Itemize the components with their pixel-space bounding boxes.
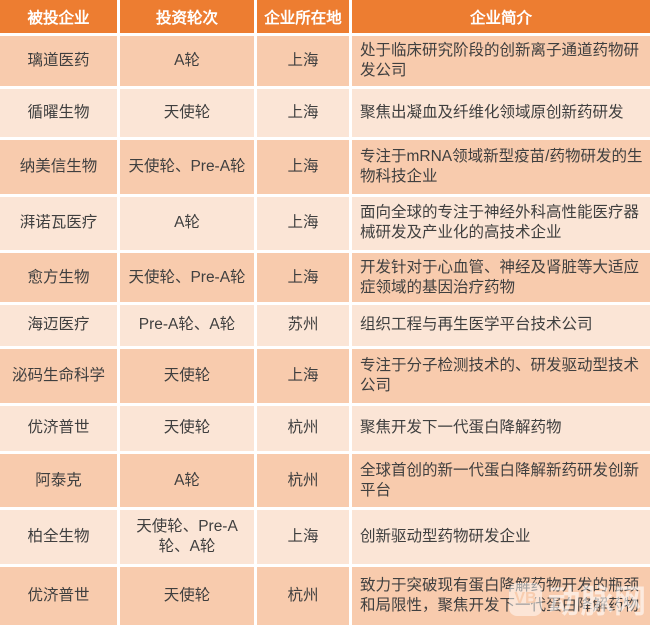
cell-location: 上海 bbox=[257, 196, 349, 251]
cell-company: 泌码生命科学 bbox=[0, 348, 117, 403]
cell-round: 天使轮 bbox=[120, 348, 254, 403]
table-row: 优济普世 天使轮 杭州 致力于突破现有蛋白降解药物开发的瓶颈和局限性，聚焦开发下一代蛋… bbox=[0, 566, 650, 625]
cell-profile: 全球首创的新一代蛋白降解新药研发创新平台 bbox=[352, 454, 650, 508]
cell-location: 上海 bbox=[257, 253, 349, 303]
cell-round: 天使轮、Pre-A轮 bbox=[120, 139, 254, 194]
cell-location: 杭州 bbox=[257, 405, 349, 452]
cell-round: 天使轮 bbox=[120, 89, 254, 137]
cell-company: 璃道医药 bbox=[0, 36, 117, 87]
cell-round: 天使轮、Pre-A轮、A轮 bbox=[120, 510, 254, 564]
header-row: 被投企业 投资轮次 企业所在地 企业简介 bbox=[0, 0, 650, 33]
table-header: 被投企业 投资轮次 企业所在地 企业简介 bbox=[0, 0, 650, 33]
column-header-company: 被投企业 bbox=[0, 0, 117, 33]
cell-round: 天使轮 bbox=[120, 566, 254, 625]
table-body: 璃道医药 A轮 上海 处于临床研究阶段的创新离子通道药物研发公司 循曜生物 天使轮 上海 聚焦… bbox=[0, 36, 650, 625]
table-row: 循曜生物 天使轮 上海 聚焦出凝血及纤维化领域原创新药研发 bbox=[0, 89, 650, 137]
cell-location: 上海 bbox=[257, 36, 349, 87]
cell-profile: 聚焦出凝血及纤维化领域原创新药研发 bbox=[352, 89, 650, 137]
column-header-profile: 企业简介 bbox=[352, 0, 650, 33]
cell-profile: 开发针对于心血管、神经及肾脏等大适应症领域的基因治疗药物 bbox=[352, 253, 650, 303]
cell-company: 海迈医疗 bbox=[0, 305, 117, 346]
cell-company: 阿泰克 bbox=[0, 454, 117, 508]
cell-round: 天使轮、Pre-A轮 bbox=[120, 253, 254, 303]
cell-location: 苏州 bbox=[257, 305, 349, 346]
cell-profile: 专注于分子检测技术的、研发驱动型技术公司 bbox=[352, 348, 650, 403]
table-row: 璃道医药 A轮 上海 处于临床研究阶段的创新离子通道药物研发公司 bbox=[0, 36, 650, 87]
column-header-location: 企业所在地 bbox=[257, 0, 349, 33]
cell-round: 天使轮 bbox=[120, 405, 254, 452]
cell-profile: 处于临床研究阶段的创新离子通道药物研发公司 bbox=[352, 36, 650, 87]
cell-round: A轮 bbox=[120, 454, 254, 508]
cell-company: 循曜生物 bbox=[0, 89, 117, 137]
cell-profile: 组织工程与再生医学平台技术公司 bbox=[352, 305, 650, 346]
cell-company: 优济普世 bbox=[0, 405, 117, 452]
cell-location: 杭州 bbox=[257, 454, 349, 508]
cell-company: 柏全生物 bbox=[0, 510, 117, 564]
table-row: 阿泰克 A轮 杭州 全球首创的新一代蛋白降解新药研发创新平台 bbox=[0, 454, 650, 508]
table-row: 泌码生命科学 天使轮 上海 专注于分子检测技术的、研发驱动型技术公司 bbox=[0, 348, 650, 403]
table-row: 海迈医疗 Pre-A轮、A轮 苏州 组织工程与再生医学平台技术公司 bbox=[0, 305, 650, 346]
cell-profile: 面向全球的专注于神经外科高性能医疗器械研发及产业化的高技术企业 bbox=[352, 196, 650, 251]
table-row: 愈方生物 天使轮、Pre-A轮 上海 开发针对于心血管、神经及肾脏等大适应症领域的基因… bbox=[0, 253, 650, 303]
table-row: 纳美信生物 天使轮、Pre-A轮 上海 专注于mRNA领域新型疫苗/药物研发的生物科技… bbox=[0, 139, 650, 194]
cell-location: 上海 bbox=[257, 89, 349, 137]
cell-location: 上海 bbox=[257, 139, 349, 194]
cell-profile: 创新驱动型药物研发企业 bbox=[352, 510, 650, 564]
cell-profile: 专注于mRNA领域新型疫苗/药物研发的生物科技企业 bbox=[352, 139, 650, 194]
cell-round: Pre-A轮、A轮 bbox=[120, 305, 254, 346]
column-header-round: 投资轮次 bbox=[120, 0, 254, 33]
cell-company: 愈方生物 bbox=[0, 253, 117, 303]
cell-company: 优济普世 bbox=[0, 566, 117, 625]
cell-profile: 致力于突破现有蛋白降解药物开发的瓶颈和局限性，聚焦开发下一代蛋白降解药物 bbox=[352, 566, 650, 625]
table-row: 柏全生物 天使轮、Pre-A轮、A轮 上海 创新驱动型药物研发企业 bbox=[0, 510, 650, 564]
table-row: 湃诺瓦医疗 A轮 上海 面向全球的专注于神经外科高性能医疗器械研发及产业化的高技术企业 bbox=[0, 196, 650, 251]
cell-location: 上海 bbox=[257, 348, 349, 403]
cell-company: 湃诺瓦医疗 bbox=[0, 196, 117, 251]
table-row: 优济普世 天使轮 杭州 聚焦开发下一代蛋白降解药物 bbox=[0, 405, 650, 452]
cell-location: 上海 bbox=[257, 510, 349, 564]
cell-company: 纳美信生物 bbox=[0, 139, 117, 194]
cell-profile: 聚焦开发下一代蛋白降解药物 bbox=[352, 405, 650, 452]
cell-round: A轮 bbox=[120, 36, 254, 87]
cell-round: A轮 bbox=[120, 196, 254, 251]
cell-location: 杭州 bbox=[257, 566, 349, 625]
